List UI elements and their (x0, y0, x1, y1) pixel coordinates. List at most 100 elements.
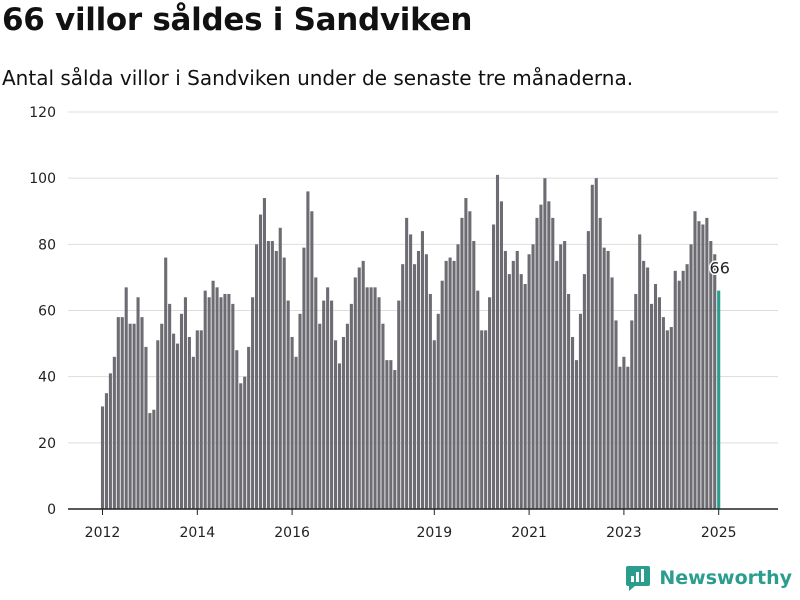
bar (191, 356, 195, 509)
bar (567, 293, 571, 509)
bar (555, 260, 559, 510)
bar (444, 260, 448, 510)
bar (132, 323, 136, 509)
bar (689, 244, 693, 509)
bar (476, 290, 480, 509)
bar (503, 250, 507, 509)
bar (330, 300, 334, 509)
bar (278, 227, 282, 510)
bar (456, 244, 460, 509)
bar (179, 313, 184, 509)
bar (168, 303, 172, 509)
bar (152, 409, 156, 509)
bar (681, 270, 685, 509)
brand-logo: Newsworthy (625, 564, 792, 592)
bars (100, 174, 721, 510)
bar (282, 257, 286, 509)
chart-subtitle: Antal sålda villor i Sandviken under de … (2, 66, 634, 90)
bar (377, 297, 381, 509)
bar (673, 270, 677, 509)
bar (337, 363, 342, 509)
bar (413, 264, 417, 509)
bar (677, 280, 681, 509)
bar (219, 297, 223, 509)
bar (432, 340, 436, 509)
bar (258, 214, 263, 509)
bar (112, 356, 116, 509)
bar (108, 373, 112, 509)
bar (215, 287, 219, 509)
bar (586, 231, 590, 509)
bar (270, 241, 274, 509)
bar (397, 300, 401, 509)
bar (199, 330, 203, 509)
bar (160, 323, 164, 509)
bar (452, 260, 456, 510)
bar-chart: 0 20 40 60 80 100 120 2012 2014 2016 2019 2021 2023 2… (29, 105, 778, 541)
bar (559, 244, 563, 509)
bar (492, 224, 496, 510)
bar (448, 257, 452, 509)
bar (211, 280, 215, 509)
bar (341, 336, 345, 509)
bar (468, 211, 472, 509)
bar (606, 250, 610, 509)
bar (401, 264, 405, 509)
bar (136, 297, 140, 509)
bar (594, 178, 598, 510)
y-tick-label: 0 (47, 502, 56, 518)
bar (665, 330, 669, 509)
bar (100, 406, 105, 509)
x-tick-label: 2014 (179, 525, 215, 541)
bar (424, 254, 428, 509)
bar (416, 250, 421, 509)
x-tick-label: 2016 (274, 525, 310, 541)
bar (322, 300, 326, 509)
bar (697, 221, 701, 509)
bar (472, 241, 476, 509)
bar (499, 201, 503, 509)
bar (551, 217, 555, 509)
bar (310, 211, 314, 509)
bar (255, 244, 259, 509)
bar (547, 201, 551, 509)
bar (571, 336, 575, 509)
bar (488, 297, 492, 509)
bar (128, 323, 132, 509)
bar (515, 250, 519, 509)
bar (345, 323, 349, 509)
bar (531, 244, 535, 509)
bar (164, 257, 168, 509)
bar (527, 254, 531, 509)
bar (713, 254, 717, 509)
bar (116, 317, 120, 509)
bar (381, 323, 385, 509)
bar (507, 274, 511, 509)
bar (156, 340, 160, 509)
bar (203, 290, 207, 509)
bar (436, 313, 440, 509)
bar (535, 217, 539, 509)
bar (334, 340, 338, 509)
bar (140, 317, 144, 509)
bar (318, 323, 322, 509)
bar (223, 293, 227, 509)
bar (373, 287, 377, 509)
bar (709, 241, 713, 509)
bar (389, 360, 393, 510)
bar (294, 356, 298, 509)
bar (239, 383, 243, 509)
bar (353, 277, 357, 509)
bar (657, 297, 661, 509)
bar (369, 287, 373, 509)
x-tick-label: 2025 (701, 525, 737, 541)
bar (314, 277, 318, 509)
bar (574, 360, 579, 510)
bar (653, 284, 658, 509)
bar (235, 350, 239, 509)
x-tick-label: 2021 (511, 525, 547, 541)
y-tick-label: 40 (38, 370, 56, 386)
y-tick-label: 120 (29, 105, 56, 121)
bar (610, 277, 614, 509)
bar (428, 293, 432, 509)
